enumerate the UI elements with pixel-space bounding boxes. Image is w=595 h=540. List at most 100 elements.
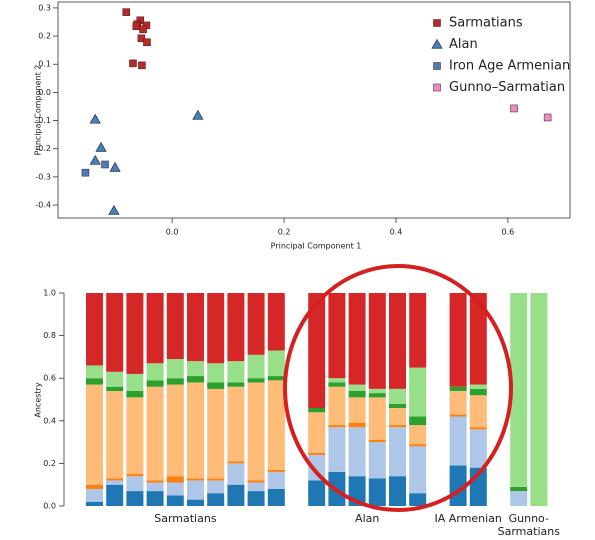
bar-segment xyxy=(389,408,406,426)
bar-segment xyxy=(247,382,265,481)
point xyxy=(101,160,109,169)
legend-marker xyxy=(431,38,443,49)
bar-segment xyxy=(267,293,285,351)
x-tick-label: 0.4 xyxy=(390,228,403,237)
bar-segment xyxy=(348,427,366,477)
bar-segment xyxy=(86,501,103,506)
group-label: Gunno- Sarmatians xyxy=(497,512,560,538)
y-tick-label: -0.1 xyxy=(35,116,51,125)
bar-segment xyxy=(328,382,346,387)
bar-segment xyxy=(389,403,406,409)
bar-segment xyxy=(187,293,204,362)
y-tick-label: 0.4 xyxy=(43,416,56,425)
bar-segment xyxy=(308,408,326,413)
bar-segment xyxy=(106,478,124,481)
bar-segment xyxy=(247,293,265,355)
bar-segment xyxy=(126,397,144,475)
bar-segment xyxy=(348,476,366,506)
group-label: IA Armenian xyxy=(434,512,502,525)
bar-segment xyxy=(227,293,245,362)
bar-segment xyxy=(469,388,487,396)
bar-segment xyxy=(469,384,487,389)
bar-segment xyxy=(227,463,245,485)
bar-segment xyxy=(510,486,528,492)
bar-segment xyxy=(207,293,225,364)
bar-segment xyxy=(247,480,265,483)
y-tick-label: -0.3 xyxy=(35,172,51,181)
bar-segment xyxy=(106,371,124,387)
y-tick-label: 0.0 xyxy=(38,88,51,97)
legend-marker xyxy=(433,62,441,70)
bar-segment xyxy=(166,482,184,496)
bar-segment xyxy=(469,467,487,506)
bar-segment xyxy=(146,363,164,381)
point xyxy=(138,61,146,70)
y-tick-label: 1.0 xyxy=(43,289,56,298)
bar-segment xyxy=(328,293,346,379)
bar-segment xyxy=(267,471,285,489)
bar-segment xyxy=(267,469,285,472)
bar-segment xyxy=(227,382,245,387)
bar-segment xyxy=(389,388,406,404)
bar-segment xyxy=(348,293,366,385)
bar-segment xyxy=(328,386,346,426)
bar-segment xyxy=(449,390,467,415)
bar-segment xyxy=(510,293,528,487)
bar-segment xyxy=(166,359,184,379)
legend-marker xyxy=(433,19,441,27)
bar-segment xyxy=(187,376,204,383)
bar-segment xyxy=(308,412,326,453)
bar-segment xyxy=(409,293,427,368)
y-tick-label: 0.0 xyxy=(43,502,56,511)
bar-segment xyxy=(146,293,164,364)
bar-segment xyxy=(247,491,265,506)
bar-segment xyxy=(106,390,124,479)
point xyxy=(129,59,137,68)
bar-segment xyxy=(227,361,245,383)
bar-segment xyxy=(187,480,204,500)
bar-segment xyxy=(409,493,427,506)
y-tick-label: 0.2 xyxy=(43,459,56,468)
bar-segment xyxy=(227,386,245,462)
bar-segment xyxy=(409,416,427,426)
bar-segment xyxy=(106,293,124,372)
legend-label: Alan xyxy=(449,37,478,52)
point xyxy=(81,168,90,177)
legend-label: Sarmatians xyxy=(449,16,523,31)
plot-frame xyxy=(57,1,571,219)
bar-segment xyxy=(126,390,144,398)
bar-segment xyxy=(106,484,124,506)
bar-segment xyxy=(126,373,144,391)
bar-segment xyxy=(389,427,406,477)
point xyxy=(122,8,131,16)
bar-segment xyxy=(207,388,225,479)
y-axis-label: Principal Component 2 xyxy=(34,65,43,156)
point xyxy=(137,34,146,43)
bar-segment xyxy=(207,493,225,506)
bar-segment xyxy=(207,382,225,389)
bar-segment xyxy=(368,388,386,394)
bar-segment xyxy=(328,471,346,506)
bar-segment xyxy=(469,429,487,468)
bar-segment xyxy=(166,293,184,360)
bar-segment xyxy=(247,378,265,383)
bar-segment xyxy=(227,484,245,506)
y-tick-label: 0.3 xyxy=(38,3,51,12)
bar-segment xyxy=(328,427,346,472)
bar-segment xyxy=(126,476,144,492)
bar-segment xyxy=(126,293,144,374)
bar-segment xyxy=(166,384,184,477)
bar-segment xyxy=(368,442,386,479)
bar-segment xyxy=(187,361,204,377)
y-tick-label: 0.6 xyxy=(43,374,56,383)
bar-segment xyxy=(308,293,326,409)
bar-segment xyxy=(449,416,467,466)
bar-segment xyxy=(86,365,103,379)
bar-segment xyxy=(449,293,467,387)
point xyxy=(108,204,120,215)
bar-segment xyxy=(348,384,366,391)
bar-segment xyxy=(389,293,406,389)
bar-segment xyxy=(146,386,164,481)
